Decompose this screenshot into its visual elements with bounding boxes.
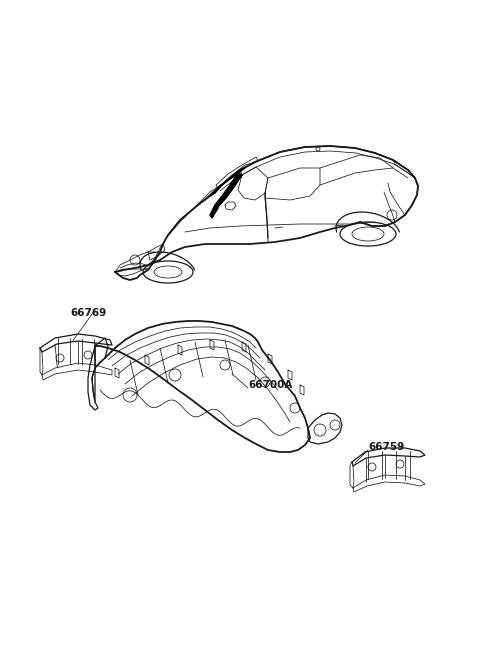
Polygon shape [210,205,218,218]
Text: 66700A: 66700A [248,380,292,390]
Text: 66759: 66759 [368,442,404,452]
Polygon shape [215,173,242,207]
Text: 66769: 66769 [70,308,106,318]
Polygon shape [210,168,245,196]
